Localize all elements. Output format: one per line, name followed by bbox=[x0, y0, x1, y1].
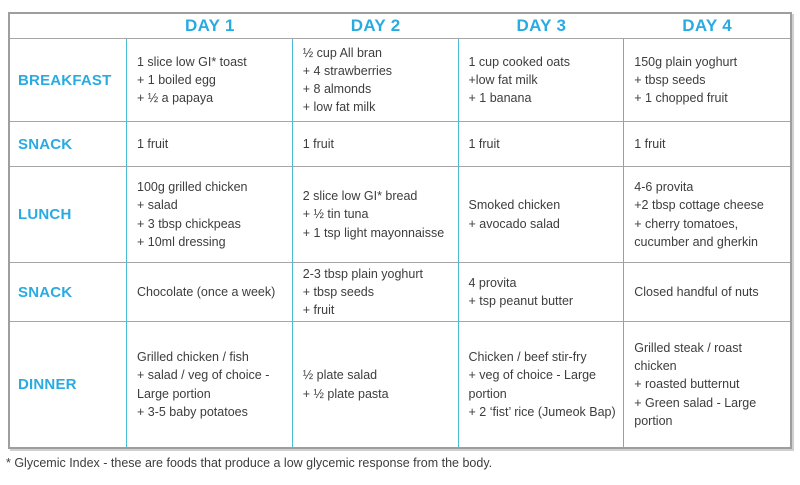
row-label-snack-1: SNACK bbox=[10, 122, 127, 167]
lunch-day3-cell: Smoked chicken + avocado salad bbox=[458, 167, 625, 263]
row-label-dinner: DINNER bbox=[10, 322, 127, 447]
header-day-4: DAY 4 bbox=[624, 14, 790, 39]
lunch-day2-cell: 2 slice low GI* bread + ½ tin tuna + 1 t… bbox=[292, 167, 459, 263]
row-label-breakfast: BREAKFAST bbox=[10, 39, 127, 122]
snack2-day2-cell: 2-3 tbsp plain yoghurt + tbsp seeds + fr… bbox=[292, 263, 459, 322]
header-corner-cell bbox=[10, 14, 127, 39]
dinner-day2-cell: ½ plate salad + ½ plate pasta bbox=[293, 322, 459, 447]
lunch-day1-cell: 100g grilled chicken + salad + 3 tbsp ch… bbox=[127, 167, 293, 263]
snack1-day1-cell: 1 fruit bbox=[127, 122, 293, 167]
breakfast-day1-cell: 1 slice low GI* toast + 1 boiled egg + ½… bbox=[127, 39, 293, 122]
breakfast-day2-cell: ½ cup All bran + 4 strawberries + 8 almo… bbox=[292, 39, 459, 122]
snack2-day4-cell: Closed handful of nuts bbox=[624, 263, 790, 322]
breakfast-day3-cell: 1 cup cooked oats +low fat milk + 1 bana… bbox=[458, 39, 625, 122]
dinner-day1-cell: Grilled chicken / fish + salad / veg of … bbox=[127, 322, 293, 447]
header-day-1: DAY 1 bbox=[127, 14, 293, 39]
snack1-day2-cell: 1 fruit bbox=[292, 122, 459, 167]
dinner-day3-cell: Chicken / beef stir-fry + veg of choice … bbox=[459, 322, 625, 447]
lunch-day4-cell: 4-6 provita +2 tbsp cottage cheese + che… bbox=[624, 167, 790, 263]
snack2-day3-cell: 4 provita + tsp peanut butter bbox=[458, 263, 625, 322]
header-day-3: DAY 3 bbox=[458, 14, 625, 39]
row-label-lunch: LUNCH bbox=[10, 167, 127, 263]
snack2-day1-cell: Chocolate (once a week) bbox=[127, 263, 293, 322]
dinner-day4-cell: Grilled steak / roast chicken + roasted … bbox=[634, 341, 757, 428]
breakfast-day4-cell: 150g plain yoghurt + tbsp seeds + 1 chop… bbox=[624, 39, 790, 122]
meal-plan-table: DAY 1 DAY 2 DAY 3 DAY 4 BREAKFAST 1 slic… bbox=[8, 12, 792, 449]
glycemic-index-footnote: * Glycemic Index - these are foods that … bbox=[6, 456, 493, 470]
snack1-day3-cell: 1 fruit bbox=[458, 122, 625, 167]
row-label-snack-2: SNACK bbox=[10, 263, 127, 322]
header-day-2: DAY 2 bbox=[292, 14, 459, 39]
snack1-day4-cell: 1 fruit bbox=[624, 122, 790, 167]
